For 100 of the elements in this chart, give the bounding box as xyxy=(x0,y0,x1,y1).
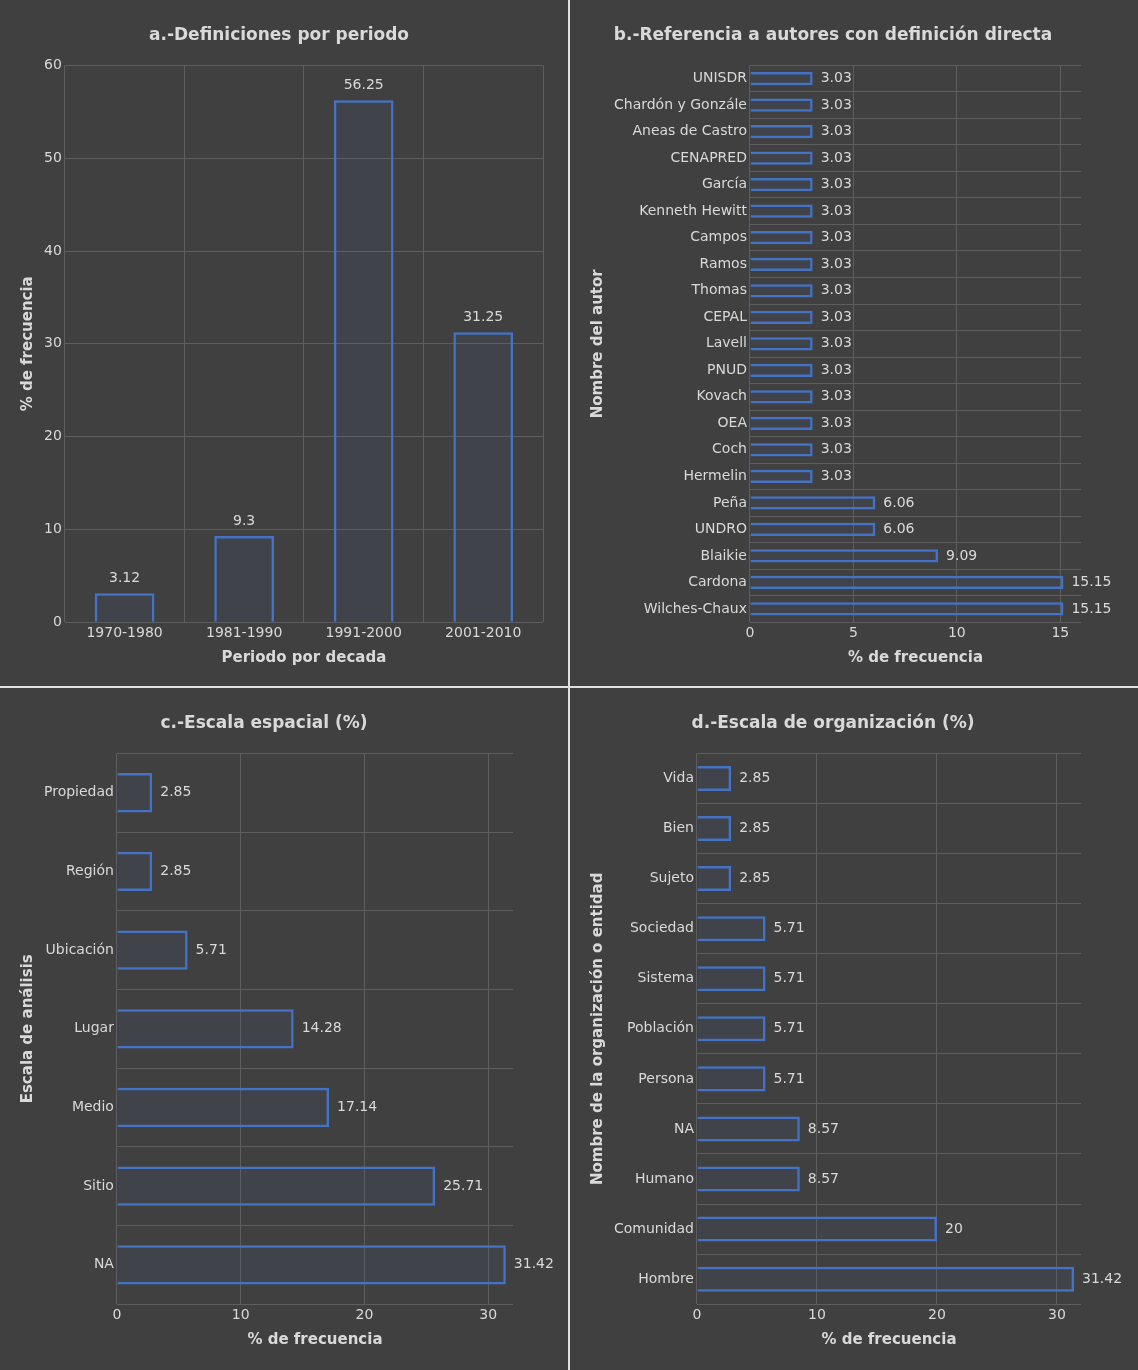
data-label: 2.85 xyxy=(739,869,771,886)
data-label: 14.28 xyxy=(301,1019,342,1036)
x-tick-label: 1970-1980 xyxy=(86,624,163,641)
data-label: 9.09 xyxy=(946,546,978,563)
y-tick-label: 60 xyxy=(43,56,62,73)
data-label: 17.14 xyxy=(337,1098,378,1115)
y-tick-label: Chardón y Gonzále xyxy=(614,95,747,112)
y-tick-label: Peña xyxy=(712,493,747,510)
data-label: 15.15 xyxy=(1071,573,1112,590)
x-tick-label: 20 xyxy=(355,1306,374,1323)
data-label: 8.57 xyxy=(807,1119,839,1136)
y-tick-label: Vida xyxy=(663,769,694,786)
x-tick-label: 30 xyxy=(479,1306,498,1323)
y-axis-title: % de frecuencia xyxy=(17,276,36,412)
data-label: 3.03 xyxy=(820,467,852,484)
data-label: 5.71 xyxy=(773,1069,805,1086)
data-label: 15.15 xyxy=(1071,599,1112,616)
y-tick-label: 40 xyxy=(43,241,62,258)
y-tick-label: Sistema xyxy=(637,969,694,986)
data-label: 3.03 xyxy=(820,440,852,457)
y-tick-label: 30 xyxy=(43,334,62,351)
data-label: 3.03 xyxy=(820,69,852,86)
data-label: 8.57 xyxy=(807,1169,839,1186)
y-tick-label: Wilches-Chaux xyxy=(643,599,747,616)
x-tick-label: 10 xyxy=(808,1306,826,1323)
y-tick-label: Ubicación xyxy=(45,940,114,957)
y-tick-label: Bien xyxy=(662,819,694,836)
data-label: 2.85 xyxy=(160,862,192,879)
y-tick-label: 0 xyxy=(52,612,62,629)
x-tick-label: 15 xyxy=(1051,624,1070,641)
data-label: 3.03 xyxy=(820,254,852,271)
x-tick-label: 1981-1990 xyxy=(205,624,283,641)
chart-title: a.-Definiciones por periodo xyxy=(149,23,409,44)
data-label: 31.42 xyxy=(1082,1269,1123,1286)
data-label: 3.03 xyxy=(820,201,852,218)
data-label: 5.71 xyxy=(773,1019,805,1036)
y-tick-label: Thomas xyxy=(690,281,747,298)
y-tick-label: Persona xyxy=(638,1069,694,1086)
x-axis-title: % de frecuencia xyxy=(247,1329,383,1348)
y-tick-label: Medio xyxy=(71,1098,114,1115)
y-tick-label: Coch xyxy=(712,440,747,457)
data-label: 3.12 xyxy=(109,568,141,585)
data-label: 9.3 xyxy=(233,511,256,528)
y-axis-title: Nombre de la organización o entidad xyxy=(587,872,606,1185)
data-label: 3.03 xyxy=(820,122,852,139)
y-tick-label: 20 xyxy=(43,427,62,444)
x-axis-title: % de frecuencia xyxy=(821,1329,957,1348)
y-tick-label: Población xyxy=(627,1019,694,1036)
data-label: 3.03 xyxy=(820,175,852,192)
y-axis-title: Escala de análisis xyxy=(17,954,36,1104)
x-tick-label: 5 xyxy=(848,624,858,641)
x-tick-label: 1991-2000 xyxy=(325,624,402,641)
y-tick-label: Hombre xyxy=(638,1269,694,1286)
y-tick-label: Cardona xyxy=(688,573,747,590)
y-tick-label: Kenneth Hewitt xyxy=(639,201,748,218)
data-label: 3.03 xyxy=(820,307,852,324)
y-tick-label: NA xyxy=(93,1255,115,1272)
data-label: 5.71 xyxy=(773,919,805,936)
data-label: 2.85 xyxy=(160,783,192,800)
x-tick-label: 30 xyxy=(1048,1306,1066,1323)
y-tick-label: OEA xyxy=(717,413,748,430)
data-label: 3.03 xyxy=(820,148,852,165)
x-tick-label: 10 xyxy=(231,1306,250,1323)
y-tick-label: Humano xyxy=(634,1169,694,1186)
y-tick-label: Hermelin xyxy=(683,467,747,484)
y-tick-label: Ramos xyxy=(699,254,747,271)
chart-title: b.-Referencia a autores con definición directa xyxy=(613,23,1053,44)
data-label: 3.03 xyxy=(820,95,852,112)
chart-title: c.-Escala espacial (%) xyxy=(160,711,368,732)
y-tick-label: CEPAL xyxy=(703,307,748,324)
y-tick-label: Sujeto xyxy=(649,869,694,886)
data-label: 6.06 xyxy=(883,520,915,537)
x-axis-title: % de frecuencia xyxy=(847,647,984,666)
y-tick-label: NA xyxy=(673,1119,695,1136)
y-tick-label: Comunidad xyxy=(614,1219,694,1236)
y-axis-title: Nombre del autor xyxy=(587,268,606,419)
x-tick-label: 2001-2010 xyxy=(445,624,522,641)
data-label: 3.03 xyxy=(820,228,852,245)
data-label: 3.03 xyxy=(820,334,852,351)
y-tick-label: Región xyxy=(66,862,114,879)
data-label: 3.03 xyxy=(820,281,852,298)
y-tick-label: Lugar xyxy=(74,1019,115,1036)
y-tick-label: PNUD xyxy=(707,360,747,377)
chart-title: d.-Escala de organización (%) xyxy=(691,711,975,732)
y-tick-label: 50 xyxy=(43,148,62,165)
y-tick-label: Sociedad xyxy=(629,919,694,936)
data-label: 3.03 xyxy=(820,413,852,430)
y-tick-label: UNDRO xyxy=(694,520,747,537)
data-label: 3.03 xyxy=(820,387,852,404)
y-tick-label: CENAPRED xyxy=(670,148,747,165)
data-label: 25.71 xyxy=(443,1176,484,1193)
data-label: 2.85 xyxy=(739,769,771,786)
y-tick-label: García xyxy=(701,175,747,192)
x-axis-title: Periodo por decada xyxy=(221,647,387,666)
y-tick-label: Aneas de Castro xyxy=(632,122,747,139)
y-tick-label: Kovach xyxy=(696,387,747,404)
x-tick-label: 20 xyxy=(928,1306,946,1323)
y-tick-label: Lavell xyxy=(705,334,747,351)
data-label: 2.85 xyxy=(739,819,771,836)
data-label: 56.25 xyxy=(343,75,384,92)
